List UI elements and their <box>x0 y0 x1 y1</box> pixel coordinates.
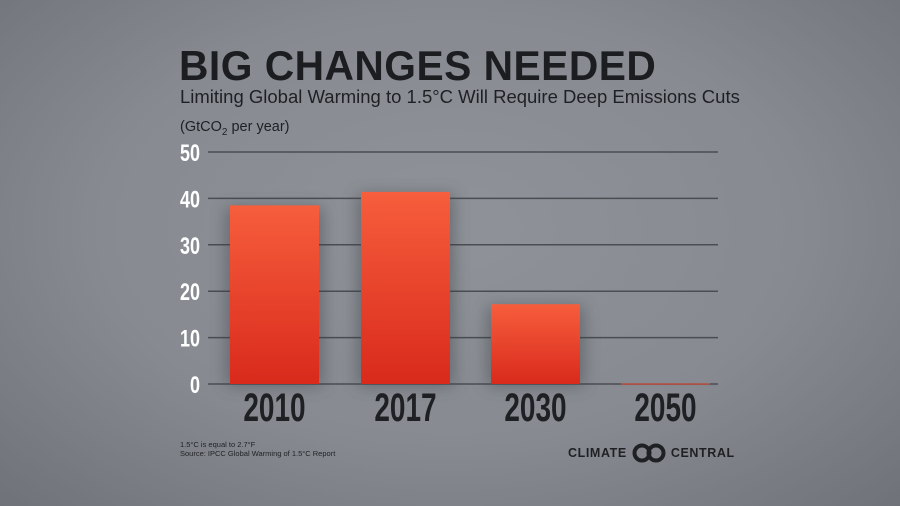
y-tick-label: 10 <box>180 326 200 352</box>
bar-shadow <box>617 385 714 387</box>
chart-subtitle: Limiting Global Warming to 1.5°C Will Re… <box>180 86 740 107</box>
bar-2050 <box>621 383 710 385</box>
bar-2010 <box>230 205 319 384</box>
y-tick-label: 40 <box>180 187 200 213</box>
y-tick-label: 30 <box>180 233 200 259</box>
footnote: 1.5°C is equal to 2.7°F Source: IPCC Glo… <box>180 440 335 458</box>
y-tick-label: 20 <box>180 280 200 306</box>
x-tick-label: 2010 <box>243 386 305 430</box>
chart-title: BIG CHANGES NEEDED <box>179 42 657 89</box>
logo-text-left: CLIMATE <box>568 446 627 460</box>
climate-central-logo: CLIMATE CENTRAL <box>568 443 735 463</box>
footnote-source: Source: IPCC Global Warming of 1.5°C Rep… <box>180 449 336 458</box>
x-tick-label: 2050 <box>634 386 696 430</box>
footnote-conversion: 1.5°C is equal to 2.7°F <box>180 440 256 449</box>
bar-2017 <box>361 191 450 384</box>
x-tick-label: 2030 <box>504 386 566 430</box>
y-tick-label: 50 <box>180 141 200 167</box>
y-axis-label: (GtCO2 per year) <box>180 119 290 138</box>
logo-text-right: CENTRAL <box>670 446 735 460</box>
bar-2030 <box>491 304 580 384</box>
linked-circles-icon <box>632 443 666 463</box>
y-tick-label: 0 <box>190 373 200 399</box>
x-tick-label: 2017 <box>374 386 436 430</box>
